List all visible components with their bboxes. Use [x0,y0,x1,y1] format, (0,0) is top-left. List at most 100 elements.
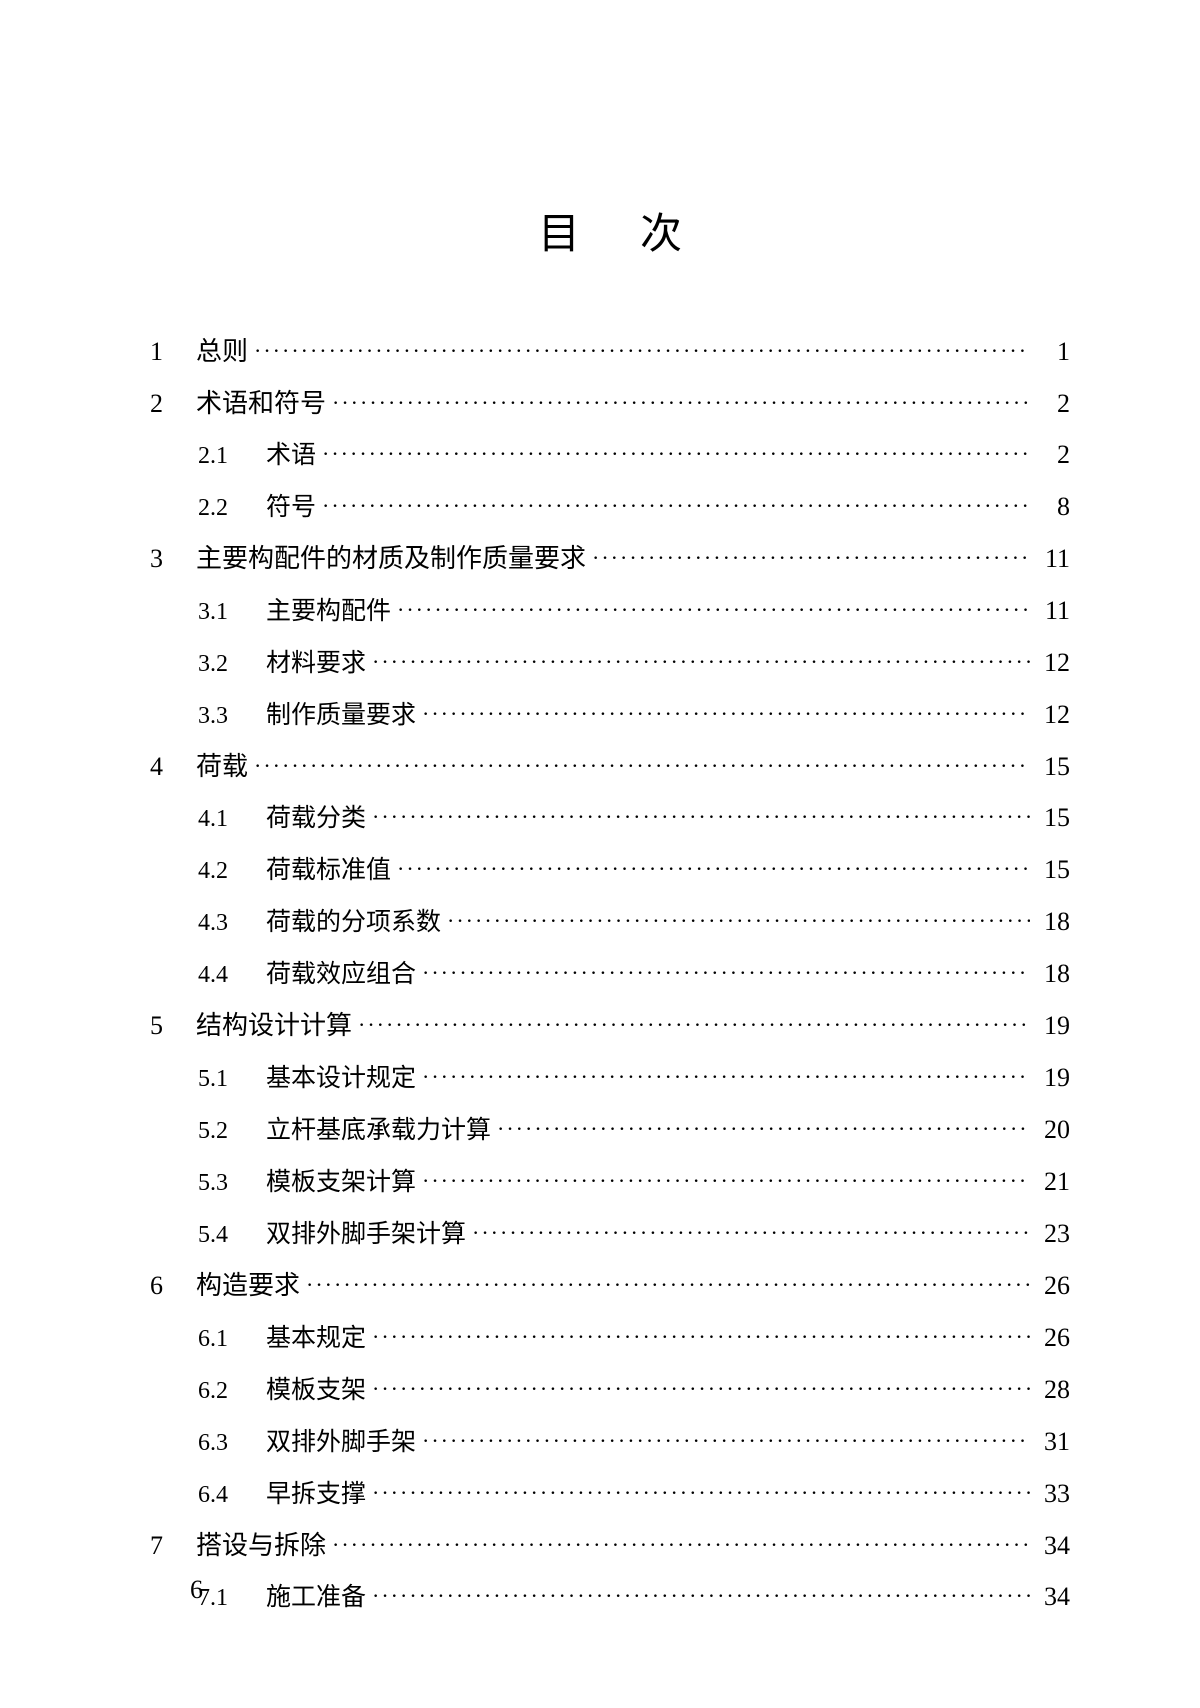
toc-entry-number: 4.2 [198,852,246,890]
toc-entry-number: 2.2 [198,489,246,527]
toc-entry-label: 主要构配件 [266,592,391,632]
toc-entry-page: 8 [1036,486,1070,528]
toc-entry-page: 2 [1036,434,1070,476]
toc-entry-number: 6.3 [198,1424,246,1462]
toc-entry-number: 4 [150,746,178,788]
toc-entry: 5.4 双排外脚手架计算 23 [150,1213,1070,1255]
toc-title: 目次 [150,200,1070,261]
toc-entry-number: 5.3 [198,1164,246,1202]
toc-leader-dots [322,488,1030,523]
page-number: 6 [190,1575,203,1605]
toc-entry-page: 34 [1036,1576,1070,1618]
toc-entry: 2.1 术语 2 [150,434,1070,476]
toc-entry-number: 6 [150,1265,178,1307]
toc-entry-label: 双排外脚手架 [266,1423,416,1463]
toc-entry: 6.4早拆支撑33 [150,1473,1070,1515]
toc-entry-page: 15 [1036,746,1070,788]
toc-entry-label: 术语 [266,436,316,476]
toc-entry: 5.1基本设计规定19 [150,1057,1070,1099]
toc-entry-label: 荷载效应组合 [266,955,416,995]
toc-entry: 1总则1 [150,331,1070,373]
toc-entry-number: 6.4 [198,1476,246,1514]
toc-entry-number: 3 [150,538,178,580]
toc-entry-label: 制作质量要求 [266,696,416,736]
toc-entry-page: 21 [1036,1161,1070,1203]
toc-entry-page: 34 [1036,1525,1070,1567]
toc-entry-number: 5.4 [198,1216,246,1254]
toc-leader-dots [372,1578,1030,1613]
toc-leader-dots [422,696,1030,731]
toc-entry-page: 26 [1036,1317,1070,1359]
toc-entry-page: 23 [1036,1213,1070,1255]
toc-entry-label: 模板支架 [266,1371,366,1411]
toc-entry: 5 结构设计计算 19 [150,1005,1070,1047]
toc-entry: 2术语和符号2 [150,383,1070,425]
toc-entry: 3 主要构配件的材质及制作质量要求 11 [150,538,1070,580]
toc-entry-number: 4.1 [198,800,246,838]
toc-leader-dots [332,385,1030,420]
toc-leader-dots [422,1163,1030,1198]
toc-leader-dots [372,1371,1030,1406]
toc-entry-label: 荷载的分项系数 [266,903,441,943]
toc-leader-dots [497,1111,1030,1146]
toc-entry-page: 12 [1036,694,1070,736]
toc-entry: 3.3 制作质量要求 12 [150,694,1070,736]
toc-entry: 6 构造要求 26 [150,1265,1070,1307]
toc-entry-page: 11 [1036,538,1070,580]
toc-entry-page: 2 [1036,383,1070,425]
toc-entry-label: 构造要求 [196,1265,300,1307]
toc-entry-page: 1 [1036,331,1070,373]
toc-entry-number: 4.3 [198,904,246,942]
toc-entry: 5.2立杆基底承载力计算20 [150,1109,1070,1151]
toc-entry-number: 6.2 [198,1372,246,1410]
toc-entry-label: 符号 [266,488,316,528]
toc-entry-page: 18 [1036,901,1070,943]
toc-leader-dots [372,1475,1030,1510]
toc-entry: 4.1荷载分类15 [150,797,1070,839]
toc-entry: 4.2荷载标准值15 [150,849,1070,891]
toc-entry-label: 术语和符号 [196,383,326,425]
toc-leader-dots [372,1319,1030,1354]
toc-entry-label: 搭设与拆除 [196,1525,326,1567]
toc-entry-label: 结构设计计算 [196,1005,352,1047]
toc-entry-page: 15 [1036,849,1070,891]
toc-leader-dots [306,1267,1030,1302]
toc-entry-label: 荷载分类 [266,799,366,839]
toc-entry-label: 基本设计规定 [266,1059,416,1099]
toc-leader-dots [358,1007,1030,1042]
toc-entry: 6.3双排外脚手架31 [150,1421,1070,1463]
toc-entry-label: 双排外脚手架计算 [266,1215,466,1255]
toc-entry-number: 7.1 [198,1579,246,1617]
toc-entry-label: 早拆支撑 [266,1475,366,1515]
toc-entry-page: 19 [1036,1005,1070,1047]
toc-entry-page: 26 [1036,1265,1070,1307]
toc-entry-label: 立杆基底承载力计算 [266,1111,491,1151]
toc-leader-dots [397,592,1030,627]
toc-entry-number: 5 [150,1005,178,1047]
toc-entry-label: 主要构配件的材质及制作质量要求 [196,538,586,580]
toc-entry: 4荷载15 [150,746,1070,788]
toc-entry-number: 3.3 [198,697,246,735]
toc-entry: 7 搭设与拆除 34 [150,1525,1070,1567]
toc-leader-dots [372,799,1030,834]
toc-entry: 7.1施工准备34 [150,1576,1070,1618]
toc-leader-dots [422,1059,1030,1094]
toc-leader-dots [322,436,1030,471]
toc-leader-dots [332,1527,1030,1562]
toc-leader-dots [397,851,1030,886]
toc-leader-dots [592,540,1030,575]
toc-leader-dots [254,748,1030,783]
toc-entry-label: 材料要求 [266,644,366,684]
toc-entry-number: 6.1 [198,1320,246,1358]
toc-entry-number: 2.1 [198,437,246,475]
toc-entry-page: 28 [1036,1369,1070,1411]
toc-leader-dots [422,955,1030,990]
toc-entry-number: 1 [150,331,178,373]
toc-entry-number: 7 [150,1525,178,1567]
toc-leader-dots [422,1423,1030,1458]
toc-entry-page: 18 [1036,953,1070,995]
toc-entry-number: 5.1 [198,1060,246,1098]
toc-leader-dots [254,333,1030,368]
toc-entry: 3.1主要构配件11 [150,590,1070,632]
toc-entry: 6.2 模板支架 28 [150,1369,1070,1411]
